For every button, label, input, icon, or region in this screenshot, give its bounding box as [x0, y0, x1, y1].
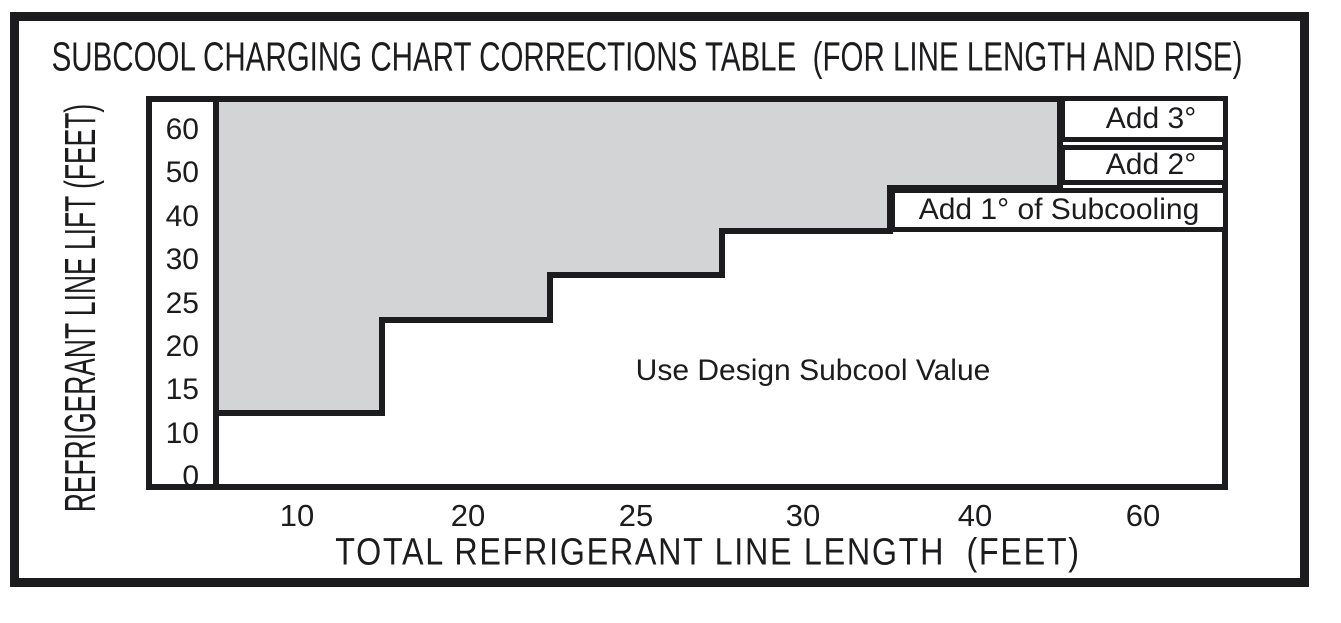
y-axis-title: REFRIGERANT LINE LIFT (FEET)	[56, 103, 105, 513]
y-tick-0: 0	[182, 460, 199, 493]
chart-title: SUBCOOL CHARGING CHART CORRECTIONS TABLE…	[51, 33, 1243, 80]
y-tick-30: 30	[165, 243, 199, 276]
x-tick-40: 40	[957, 498, 993, 533]
add-3-region-label: Add 3°	[1060, 96, 1228, 142]
y-tick-20: 20	[165, 330, 199, 363]
add-2-region-label: Add 2°	[1060, 145, 1228, 185]
plot-area	[213, 96, 1228, 490]
x-tick-30: 30	[785, 498, 821, 533]
x-tick-25: 25	[618, 498, 654, 533]
x-tick-60: 60	[1125, 498, 1161, 533]
y-tick-15: 15	[165, 373, 199, 406]
plot-border	[213, 96, 1228, 490]
y-tick-50: 50	[165, 156, 199, 189]
add-1-region-label: Add 1° of Subcooling	[890, 188, 1228, 232]
y-tick-40: 40	[165, 200, 199, 233]
y-tick-10: 10	[165, 417, 199, 450]
x-axis-title: TOTAL REFRIGERANT LINE LENGTH (FEET)	[335, 531, 1081, 574]
outer-border	[10, 12, 1309, 587]
y-tick-25: 25	[165, 287, 199, 320]
y-axis-tick-box: 60 50 40 30 25 20 15 10 0	[146, 96, 213, 493]
y-tick-60: 60	[165, 113, 199, 146]
design-subcool-region-label: Use Design Subcool Value	[635, 354, 991, 387]
x-tick-20: 20	[450, 498, 486, 533]
x-tick-10: 10	[279, 498, 315, 533]
